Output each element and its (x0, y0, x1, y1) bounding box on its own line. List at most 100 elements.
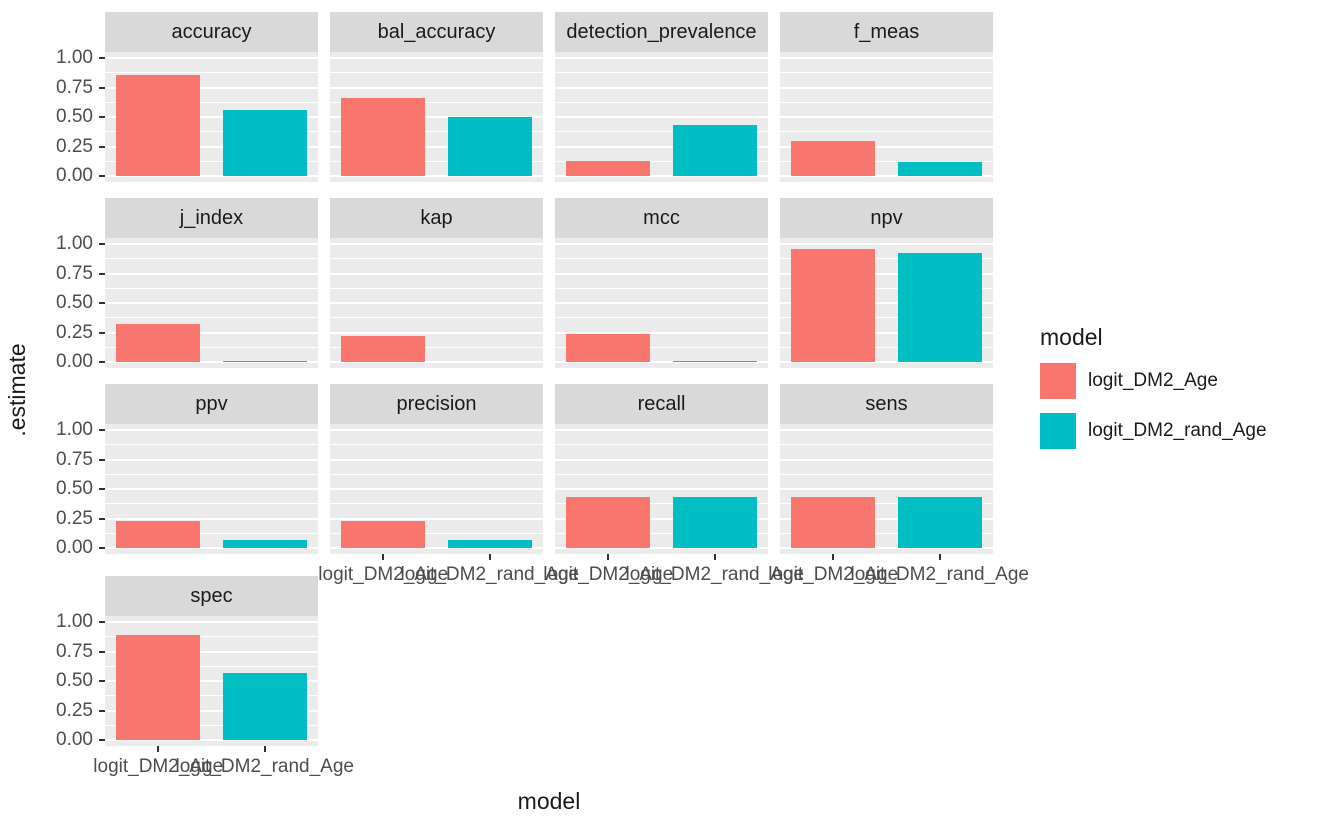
y-tick-label: 0.50 (56, 106, 93, 127)
bar-sens-logit_DM2_Age (791, 497, 876, 548)
facet-precision: precision (330, 384, 543, 554)
gridline-major (105, 458, 318, 461)
facet-panel-sens (780, 424, 993, 554)
gridline-major (780, 272, 993, 275)
gridline-major (555, 86, 768, 89)
gridline-major (555, 57, 768, 59)
gridline-minor (780, 101, 993, 103)
gridline-major (555, 331, 768, 334)
gridline-minor (780, 287, 993, 289)
facet-panel-recall (555, 424, 768, 554)
gridline-minor (330, 131, 543, 133)
y-tick-label: 0.50 (56, 670, 93, 691)
gridline-major (330, 57, 543, 59)
gridline-major (555, 547, 768, 549)
gridline-minor (780, 346, 993, 348)
gridline-minor (555, 160, 768, 162)
gridline-minor (555, 346, 768, 348)
gridline-minor (105, 695, 318, 697)
facet-strip-precision: precision (330, 384, 543, 424)
gridline-major (555, 243, 768, 245)
facet-strip-j_index: j_index (105, 198, 318, 238)
y-tick-mark (99, 302, 105, 304)
gridline-major (780, 145, 993, 148)
facet-panel-j_index (105, 238, 318, 368)
y-tick-mark (99, 458, 105, 461)
gridline-minor (780, 131, 993, 133)
y-tick-mark (99, 116, 105, 118)
bar-npv-logit_DM2_Age (791, 248, 876, 362)
facet-panel-spec (105, 616, 318, 746)
gridline-minor (105, 532, 318, 534)
gridline-major (105, 302, 318, 304)
gridline-major (555, 458, 768, 461)
gridline-major (105, 57, 318, 59)
y-tick-label: 0.25 (56, 699, 93, 721)
y-tick-mark (99, 709, 105, 712)
y-tick-mark (99, 488, 105, 490)
facet-strip-detection_prevalence: detection_prevalence (555, 12, 768, 52)
gridline-major (330, 86, 543, 89)
gridline-major (555, 302, 768, 304)
y-tick-label: 0.25 (56, 135, 93, 157)
gridline-minor (330, 444, 543, 446)
gridline-major (555, 145, 768, 148)
y-tick-label: 0.25 (56, 507, 93, 529)
facet-strip-accuracy: accuracy (105, 12, 318, 52)
gridline-minor (780, 258, 993, 260)
gridline-minor (555, 532, 768, 534)
bar-sens-logit_DM2_rand_Age (897, 497, 982, 548)
y-tick-label: 0.50 (56, 478, 93, 499)
x-tick-label: logit_DM2_rand_Age (850, 564, 1029, 585)
gridline-major (105, 517, 318, 520)
gridline-minor (105, 473, 318, 475)
gridline-major (105, 680, 318, 682)
gridline-major (780, 331, 993, 334)
gridline-minor (330, 317, 543, 319)
facet-strip-kap: kap (330, 198, 543, 238)
bar-mcc-logit_DM2_Age (566, 333, 651, 362)
facet-strip-ppv: ppv (105, 384, 318, 424)
gridline-minor (780, 532, 993, 534)
gridline-minor (555, 131, 768, 133)
x-tick-mark (263, 746, 266, 752)
facet-recall: recall (555, 384, 768, 554)
y-tick-mark (99, 331, 105, 334)
gridline-minor (105, 72, 318, 74)
y-tick-label: 0.75 (56, 76, 93, 98)
y-tick-mark (99, 650, 105, 653)
gridline-major (330, 517, 543, 520)
facet-panel-bal_accuracy (330, 52, 543, 182)
gridline-minor (105, 287, 318, 289)
gridline-minor (330, 258, 543, 260)
gridline-major (105, 650, 318, 653)
gridline-minor (780, 503, 993, 505)
gridline-minor (105, 636, 318, 638)
x-tick-mark (382, 554, 385, 560)
bar-bal_accuracy-logit_DM2_rand_Age (447, 117, 532, 176)
gridline-major (105, 488, 318, 490)
legend: model logit_DM2_Age logit_DM2_rand_Age (1040, 324, 1267, 463)
gridline-major (555, 429, 768, 431)
gridline-major (555, 361, 768, 363)
gridline-minor (330, 346, 543, 348)
gridline-major (330, 243, 543, 245)
gridline-major (105, 116, 318, 118)
gridline-major (330, 175, 543, 177)
gridline-major (780, 547, 993, 549)
gridline-major (330, 458, 543, 461)
bar-mcc-logit_DM2_rand_Age (672, 360, 757, 362)
y-tick-mark (99, 57, 105, 59)
bar-accuracy-logit_DM2_rand_Age (222, 109, 307, 176)
gridline-major (105, 429, 318, 431)
gridline-major (330, 331, 543, 334)
x-tick-label: logit_DM2_rand_Age (400, 564, 579, 585)
x-tick-label: logit_DM2_rand_Age (175, 756, 354, 777)
x-tick-mark (607, 554, 610, 560)
facet-panel-npv (780, 238, 993, 368)
gridline-major (780, 458, 993, 461)
gridline-minor (105, 317, 318, 319)
y-tick-mark (99, 547, 105, 549)
y-tick-label: 0.75 (56, 448, 93, 470)
facet-strip-f_meas: f_meas (780, 12, 993, 52)
